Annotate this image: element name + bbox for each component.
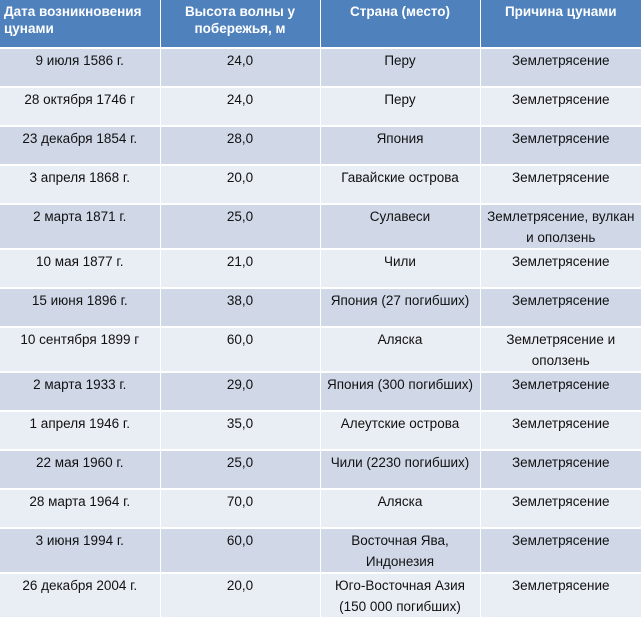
cell-cause: Землетрясение [480, 450, 641, 490]
cell-wave-height: 21,0 [160, 249, 321, 289]
cell-wave-height: 60,0 [160, 327, 321, 373]
cell-cause: Землетрясение [480, 528, 641, 574]
table-row: 22 мая 1960 г. 25,0 Чили (2230 погибших)… [0, 450, 641, 490]
cell-country: Чили (2230 погибших) [320, 450, 481, 490]
cell-wave-height: 25,0 [160, 450, 321, 490]
cell-wave-height: 24,0 [160, 87, 321, 127]
cell-cause: Землетрясение [480, 573, 641, 619]
cell-date: 23 декабря 1854 г. [0, 126, 161, 166]
cell-cause: Землетрясение [480, 411, 641, 451]
cell-cause: Землетрясение [480, 126, 641, 166]
cell-date: 28 марта 1964 г. [0, 489, 161, 529]
table-row: 9 июля 1586 г. 24,0 Перу Землетрясение [0, 48, 641, 88]
table-row: 2 марта 1871 г. 25,0 Сулавеси Землетрясе… [0, 204, 641, 250]
table-row: 23 декабря 1854 г. 28,0 Япония Землетряс… [0, 126, 641, 166]
cell-date: 22 мая 1960 г. [0, 450, 161, 490]
table-header: Дата возникновения цунами Высота волны у… [0, 0, 641, 49]
cell-country: Гавайские острова [320, 165, 481, 205]
cell-country: Перу [320, 87, 481, 127]
cell-wave-height: 20,0 [160, 573, 321, 619]
header-row: Дата возникновения цунами Высота волны у… [0, 0, 641, 49]
cell-wave-height: 70,0 [160, 489, 321, 529]
cell-country: Юго-Восточная Азия (150 000 погибших) [320, 573, 481, 619]
cell-country: Аляска [320, 327, 481, 373]
table-row: 2 марта 1933 г. 29,0 Япония (300 погибши… [0, 372, 641, 412]
header-date: Дата возникновения цунами [0, 0, 161, 49]
cell-cause: Землетрясение и оползень [480, 327, 641, 373]
cell-date: 9 июля 1586 г. [0, 48, 161, 88]
cell-date: 3 июня 1994 г. [0, 528, 161, 574]
table-row: 3 апреля 1868 г. 20,0 Гавайские острова … [0, 165, 641, 205]
cell-wave-height: 35,0 [160, 411, 321, 451]
cell-date: 10 сентября 1899 г [0, 327, 161, 373]
cell-cause: Землетрясение [480, 372, 641, 412]
cell-country: Чили [320, 249, 481, 289]
table-row: 28 марта 1964 г. 70,0 Аляска Землетрясен… [0, 489, 641, 529]
cell-date: 10 мая 1877 г. [0, 249, 161, 289]
cell-wave-height: 20,0 [160, 165, 321, 205]
cell-date: 26 декабря 2004 г. [0, 573, 161, 619]
cell-cause: Землетрясение [480, 489, 641, 529]
cell-wave-height: 24,0 [160, 48, 321, 88]
cell-country: Сулавеси [320, 204, 481, 250]
cell-cause: Землетрясение, вулкан и оползень [480, 204, 641, 250]
cell-wave-height: 25,0 [160, 204, 321, 250]
cell-wave-height: 29,0 [160, 372, 321, 412]
cell-country: Алеутские острова [320, 411, 481, 451]
header-country: Страна (место) [320, 0, 481, 49]
table-body: 9 июля 1586 г. 24,0 Перу Землетрясение 2… [0, 48, 641, 619]
table-row: 26 декабря 2004 г. 20,0 Юго-Восточная Аз… [0, 573, 641, 619]
table-row: 15 июня 1896 г. 38,0 Япония (27 погибших… [0, 288, 641, 328]
cell-date: 2 марта 1933 г. [0, 372, 161, 412]
table-row: 3 июня 1994 г. 60,0 Восточная Ява, Индон… [0, 528, 641, 574]
cell-country: Япония [320, 126, 481, 166]
cell-date: 3 апреля 1868 г. [0, 165, 161, 205]
cell-cause: Землетрясение [480, 288, 641, 328]
cell-date: 1 апреля 1946 г. [0, 411, 161, 451]
table-row: 1 апреля 1946 г. 35,0 Алеутские острова … [0, 411, 641, 451]
cell-country: Аляска [320, 489, 481, 529]
cell-date: 28 октября 1746 г [0, 87, 161, 127]
cell-country: Япония (27 погибших) [320, 288, 481, 328]
table-row: 28 октября 1746 г 24,0 Перу Землетрясени… [0, 87, 641, 127]
cell-cause: Землетрясение [480, 48, 641, 88]
cell-wave-height: 60,0 [160, 528, 321, 574]
cell-wave-height: 38,0 [160, 288, 321, 328]
cell-country: Восточная Ява, Индонезия [320, 528, 481, 574]
header-wave-height: Высота волны у побережья, м [160, 0, 321, 49]
cell-date: 2 марта 1871 г. [0, 204, 161, 250]
cell-country: Перу [320, 48, 481, 88]
cell-wave-height: 28,0 [160, 126, 321, 166]
table-row: 10 сентября 1899 г 60,0 Аляска Землетряс… [0, 327, 641, 373]
cell-cause: Землетрясение [480, 249, 641, 289]
cell-country: Япония (300 погибших) [320, 372, 481, 412]
table-row: 10 мая 1877 г. 21,0 Чили Землетрясение [0, 249, 641, 289]
cell-date: 15 июня 1896 г. [0, 288, 161, 328]
header-cause: Причина цунами [480, 0, 641, 49]
cell-cause: Землетрясение [480, 165, 641, 205]
cell-cause: Землетрясение [480, 87, 641, 127]
